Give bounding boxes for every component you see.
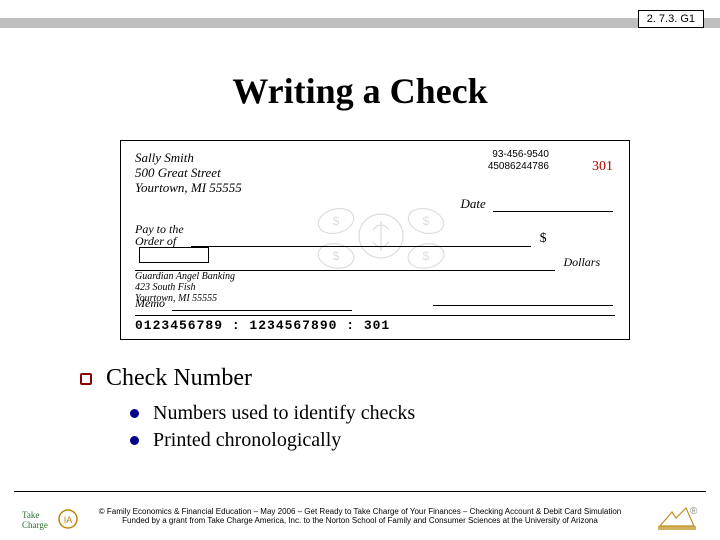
header-code: 2. 7.3. G1 [638,10,704,28]
check-date-label: Date [460,196,485,211]
footer-text: © Family Economics & Financial Education… [14,507,706,526]
sub-bullet-text: Printed chronologically [153,429,341,452]
sub-bullet-row: Numbers used to identify checks [130,402,680,425]
check-routing-2: 45086244786 [488,161,549,173]
sub-bullet-row: Printed chronologically [130,429,680,452]
bullet-heading-row: Check Number [80,365,680,392]
dot-bullet-icon [130,409,139,418]
sub-bullets: Numbers used to identify checks Printed … [130,402,680,452]
header-bar: 2. 7.3. G1 [0,10,720,34]
check-pay-label: Pay to the Order of [135,223,184,247]
check-dollars-word: Dollars [563,255,600,269]
check-bank-name: Guardian Angel Banking [135,271,235,282]
check-micr-line: 0123456789 : 1234567890 : 301 [135,315,615,333]
check-payer-city: Yourtown, MI 55555 [135,181,242,196]
check-date-row: Date [460,196,613,212]
footer-line-1: © Family Economics & Financial Education… [14,507,706,517]
check-signature-line [433,296,613,306]
check-payee-line [191,237,531,247]
header-stripe [0,18,720,28]
page-title: Writing a Check [0,70,720,112]
check-payer-street: 500 Great Street [135,166,242,181]
bullet-heading: Check Number [106,365,252,392]
footer-divider [14,491,706,492]
check-number: 301 [592,159,613,175]
check-routing-top: 93-456-9540 45086244786 [488,149,549,172]
sub-bullet-text: Numbers used to identify checks [153,402,415,425]
content-block: Check Number Numbers used to identify ch… [80,365,680,456]
check-image: $ $ $ $ Sally Smith 500 Great Street You… [120,140,630,340]
check-amount-words-row: Dollars [135,253,613,271]
dot-bullet-icon [130,436,139,445]
open-square-bullet-icon [80,373,92,385]
check-pay-label-2: Order of [135,235,184,247]
dollar-sign-icon: $ [540,231,547,246]
check-memo-label: Memo [135,296,165,310]
check-bank-street: 423 South Fish [135,282,235,293]
check-payer-name: Sally Smith [135,151,242,166]
check-payer-block: Sally Smith 500 Great Street Yourtown, M… [135,151,242,196]
check-memo-row: Memo [135,296,613,311]
check-routing-1: 93-456-9540 [488,149,549,161]
check-amount-words-line [135,261,555,271]
footer-line-2: Funded by a grant from Take Charge Ameri… [14,516,706,526]
check-memo-line [172,301,352,311]
check-date-line [493,202,613,212]
